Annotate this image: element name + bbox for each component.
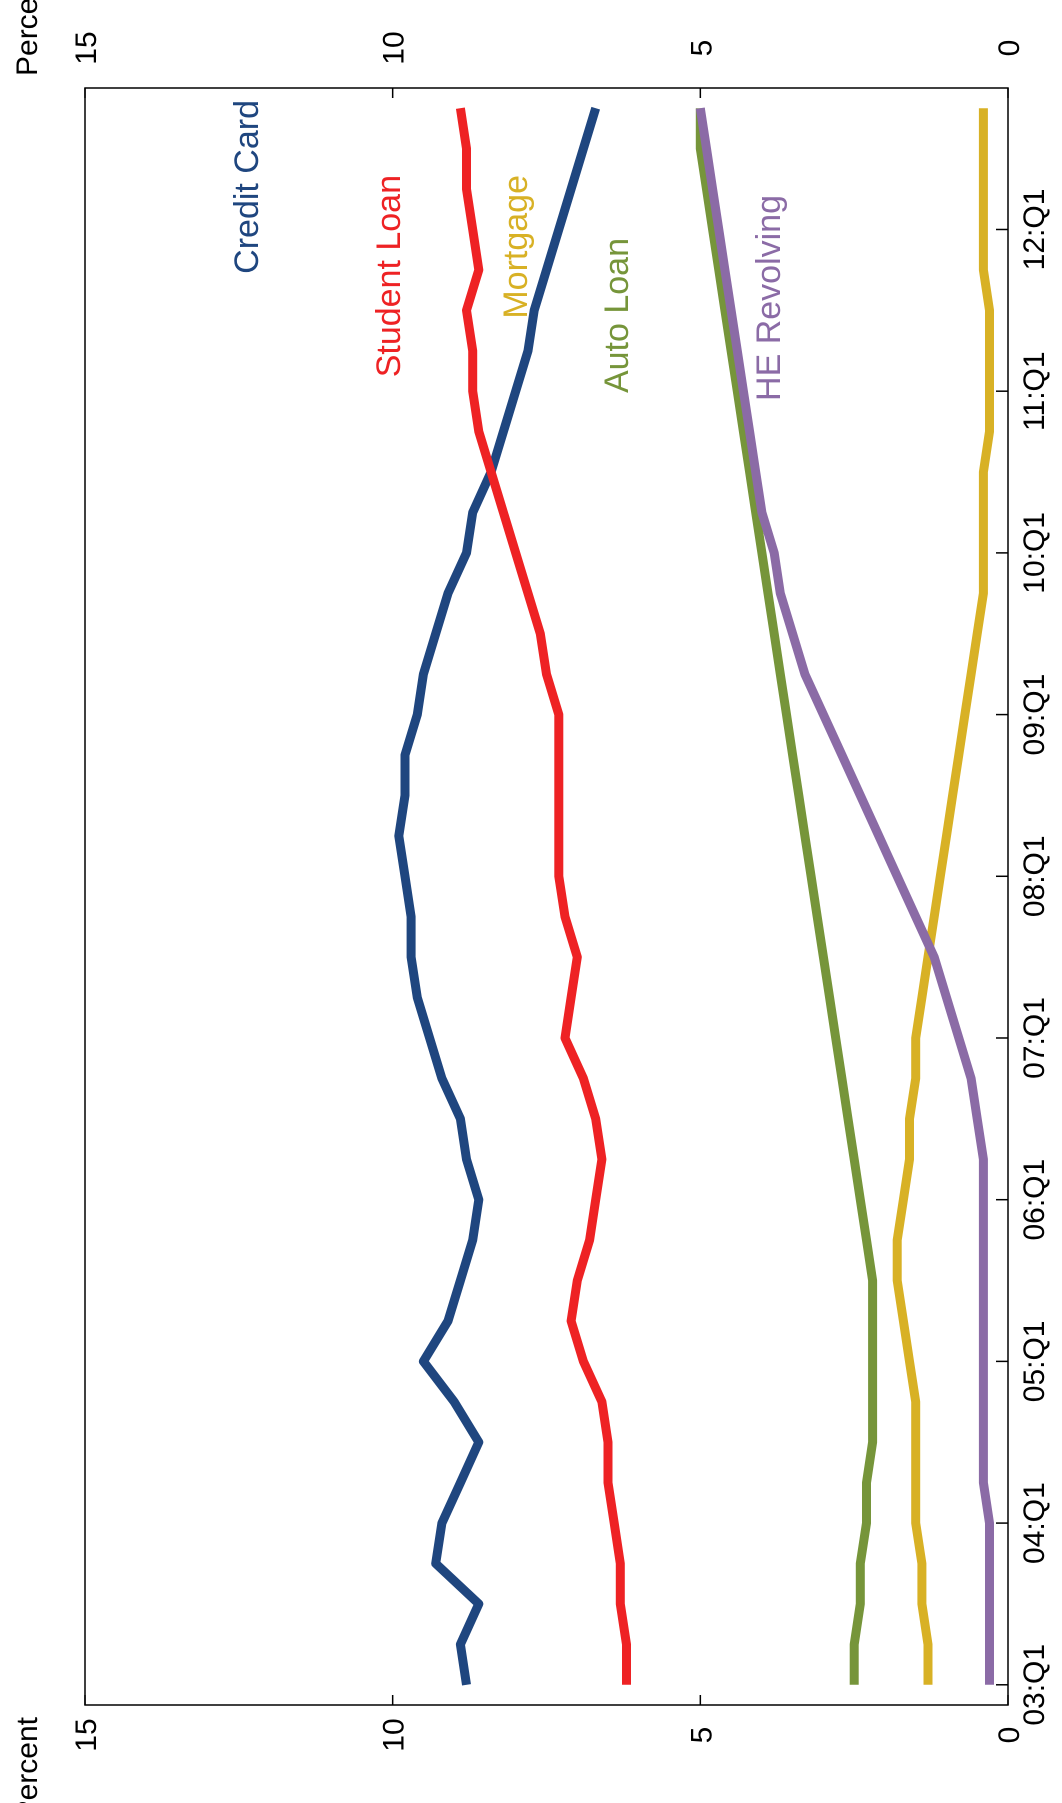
category-tick-label: 12:Q1 xyxy=(1018,189,1051,271)
series-line-mortgage xyxy=(892,108,994,1685)
category-tick-label: 11:Q1 xyxy=(1018,351,1051,431)
plot-frame xyxy=(84,87,1009,1706)
series-label-auto-loan: Auto Loan xyxy=(598,238,636,393)
category-tick-label: 03:Q1 xyxy=(1018,1644,1051,1726)
axis-titles: Percent Percent xyxy=(11,0,44,1803)
left-axis-tick-label: 15 xyxy=(70,1718,103,1751)
left-axis-tick-label: 10 xyxy=(378,1718,411,1751)
series-label-he-revolving: HE Revolving xyxy=(750,195,788,401)
category-tick-label: 10:Q1 xyxy=(1018,512,1051,594)
series-lines xyxy=(394,106,994,1686)
category-tick-label: 08:Q1 xyxy=(1018,835,1051,917)
right-axis-tick-label: 15 xyxy=(70,31,103,64)
category-tick-label: 07:Q1 xyxy=(1018,997,1051,1079)
series-label-credit-card: Credit Card xyxy=(228,100,266,274)
left-axis-title: Percent xyxy=(11,1716,44,1803)
series-line-he-revolving xyxy=(695,107,994,1685)
category-tick-label: 09:Q1 xyxy=(1018,674,1051,756)
series-label-student-loan: Student Loan xyxy=(370,175,408,377)
series-line-credit-card xyxy=(394,106,601,1686)
series-labels: Credit Card Student Loan Mortgage Auto Loan… xyxy=(228,100,788,401)
right-axis-tick-label: 10 xyxy=(378,31,411,64)
left-axis-tick-label: 5 xyxy=(685,1727,718,1744)
category-tick-label: 04:Q1 xyxy=(1018,1482,1051,1564)
series-label-mortgage: Mortgage xyxy=(497,175,535,319)
right-axis-tick-label: 5 xyxy=(685,40,718,57)
series-line-student-loan xyxy=(455,107,631,1685)
axis-ticks xyxy=(84,88,1009,1705)
category-tick-label: 05:Q1 xyxy=(1018,1321,1051,1403)
series-line-auto-loan xyxy=(695,108,878,1685)
right-axis-tick-label: 0 xyxy=(993,40,1026,57)
right-axis-title: Percent xyxy=(11,0,44,76)
tick-labels: 0 0 5 5 10 10 15 15 03:Q1 04:Q1 05:Q1 06:Q1 07:Q1 08:… xyxy=(70,31,1051,1751)
category-tick-label: 06:Q1 xyxy=(1018,1159,1051,1241)
left-axis-tick-label: 0 xyxy=(993,1727,1026,1744)
